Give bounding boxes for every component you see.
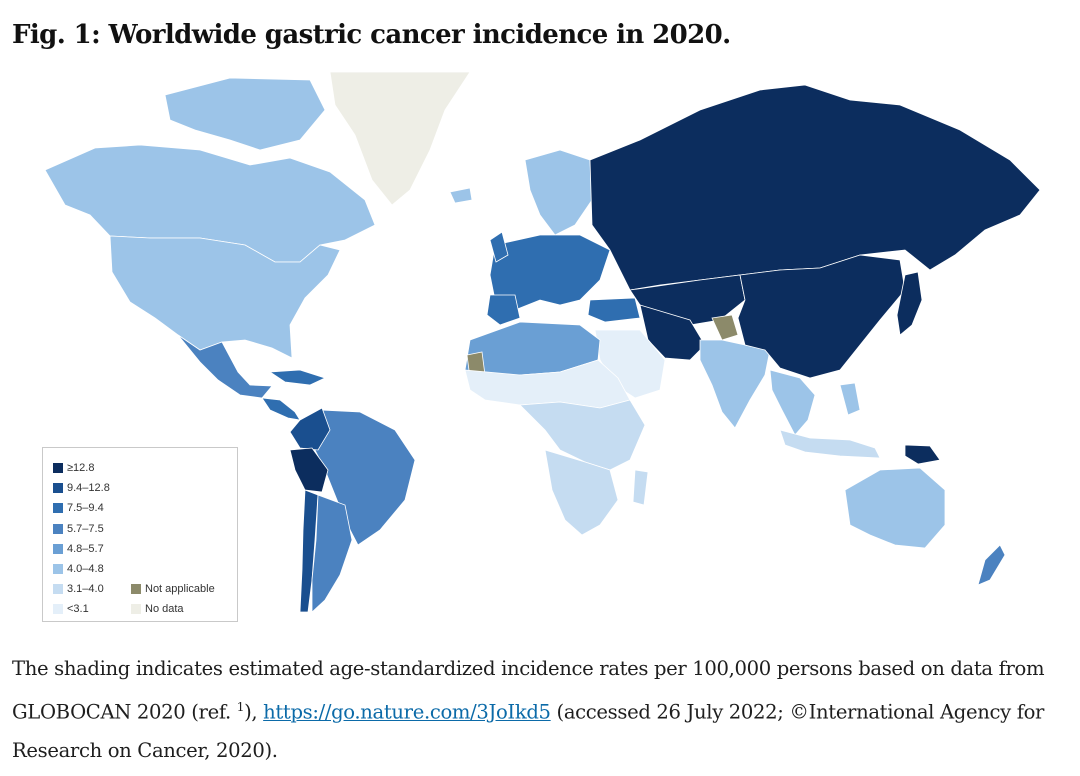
legend-swatch [53,503,63,514]
region-usa [109,235,341,359]
world-map [0,70,1080,630]
map-legend: ≥12.8 9.4–12.8 7.5–9.4 5.7–7.5 4.8–5.7 4.0–4.… [42,447,238,622]
legend-swatch [53,564,63,575]
legend-swatch [53,463,63,474]
caption-text-3: (accessed 26 July 2022; ©International A… [12,700,1045,762]
region-australia [844,467,946,549]
region-turkey [587,297,641,323]
legend-label: 7.5–9.4 [67,502,104,515]
region-caribbean [268,369,327,386]
legend-label: 4.0–4.8 [67,563,104,576]
legend-swatch [53,604,63,615]
legend-label: 9.4–12.8 [67,482,110,495]
region-uk [489,231,509,263]
legend-scale-item: ≥12.8 [53,458,110,478]
legend-extra-item: Not applicable [131,579,215,599]
caption-text-2: ), [244,700,264,724]
region-russia [589,84,1041,291]
region-canada-islands [164,77,326,151]
region-png [904,444,941,465]
legend-scale-item: 3.1–4.0 [53,579,110,599]
figure-title: Fig. 1: Worldwide gastric cancer inciden… [12,20,731,50]
source-link[interactable]: https://go.nature.com/3JoIkd5 [263,700,551,724]
legend-swatch [131,584,141,595]
legend-swatch [53,483,63,494]
caption-text-1: The shading indicates estimated age-stan… [12,657,1045,724]
region-mexico [177,334,273,399]
region-southeast-asia [769,369,816,436]
region-japan [896,271,923,336]
legend-label: ≥12.8 [67,462,95,475]
legend-label: 5.7–7.5 [67,522,104,535]
legend-swatch [131,604,141,615]
legend-swatch [53,543,63,554]
legend-scale-item: 4.0–4.8 [53,559,110,579]
region-central-africa [519,399,646,471]
legend-scale: ≥12.8 9.4–12.8 7.5–9.4 5.7–7.5 4.8–5.7 4.0–4.… [53,458,110,620]
region-indonesia [779,429,881,459]
legend-label: <3.1 [67,603,89,616]
legend-scale-item: <3.1 [53,599,110,619]
region-iberia [486,294,521,326]
legend-extra-item: No data [131,599,215,619]
region-india [699,339,771,429]
legend-scale-item: 4.8–5.7 [53,539,110,559]
legend-label: 3.1–4.0 [67,583,104,596]
region-iceland [449,187,473,204]
region-greenland [329,71,471,206]
region-argentina [311,494,353,613]
region-china [737,254,906,379]
region-philippines [839,382,861,416]
legend-label: 4.8–5.7 [67,542,104,555]
region-southern-africa [544,449,619,536]
legend-label: Not applicable [145,583,215,596]
region-colombia [289,407,331,451]
reference-link[interactable]: 1 [236,700,245,714]
region-new-zealand [977,544,1006,586]
region-madagascar [632,469,649,506]
legend-label: No data [145,603,184,616]
legend-swatch [53,523,63,534]
world-map-svg [44,71,1041,613]
region-kashmir [711,314,739,341]
region-peru [289,447,329,493]
legend-scale-item: 5.7–7.5 [53,519,110,539]
legend-swatch [53,584,63,595]
region-scandinavia [524,149,593,236]
region-central-america [261,397,301,421]
legend-extra: Not applicable No data [131,579,215,619]
legend-scale-item: 7.5–9.4 [53,498,110,518]
legend-scale-item: 9.4–12.8 [53,478,110,498]
figure-caption: The shading indicates estimated age-stan… [12,650,1072,770]
